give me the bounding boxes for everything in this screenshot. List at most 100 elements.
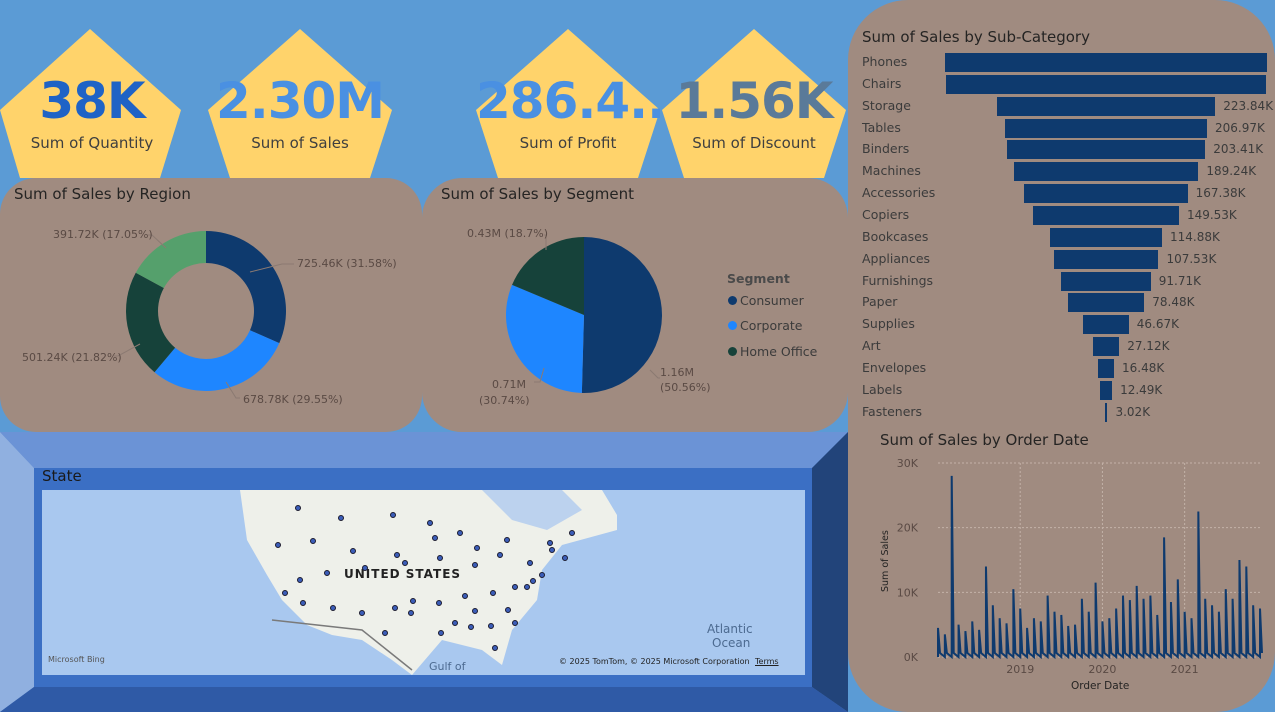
- state-marker[interactable]: [282, 590, 288, 596]
- state-marker[interactable]: [410, 598, 416, 604]
- state-marker[interactable]: [432, 535, 438, 541]
- state-marker[interactable]: [324, 570, 330, 576]
- state-marker[interactable]: [547, 540, 553, 546]
- state-marker[interactable]: [382, 630, 388, 636]
- leader-line: [225, 381, 240, 399]
- map-terms-link[interactable]: Terms: [755, 657, 779, 666]
- state-marker[interactable]: [359, 610, 365, 616]
- subcategory-bar[interactable]: [1061, 271, 1151, 291]
- state-marker[interactable]: [275, 542, 281, 548]
- region-chart-panel[interactable]: Sum of Sales by Region 725.46K (31.58%) …: [0, 178, 422, 432]
- us-landmass: [240, 490, 617, 675]
- kpi-quantity: 38K Sum of Quantity: [0, 28, 184, 178]
- legend-dot: [728, 296, 737, 305]
- subcategory-bar[interactable]: [1097, 358, 1115, 378]
- subcategory-bar[interactable]: [1067, 293, 1145, 313]
- state-marker[interactable]: [524, 584, 530, 590]
- state-marker[interactable]: [350, 548, 356, 554]
- subcategory-bar[interactable]: [1099, 380, 1113, 400]
- category-label: Appliances: [862, 250, 931, 266]
- state-marker[interactable]: [394, 552, 400, 558]
- state-marker[interactable]: [512, 620, 518, 626]
- data-label: 149.53K: [1186, 207, 1237, 222]
- state-marker[interactable]: [472, 562, 478, 568]
- chart-title: Sum of Sales by Region: [14, 185, 191, 203]
- state-marker[interactable]: [452, 620, 458, 626]
- category-label: Fasteners: [862, 403, 923, 419]
- state-marker[interactable]: [427, 520, 433, 526]
- y-tick-label: 10K: [897, 586, 919, 599]
- subcategory-bar[interactable]: [945, 74, 1267, 94]
- state-marker[interactable]: [497, 552, 503, 558]
- region-slice-3[interactable]: [135, 231, 206, 289]
- segment-slice-2[interactable]: [512, 237, 584, 315]
- category-label: Phones: [862, 54, 908, 69]
- kpi-discount: 1.56K Sum of Discount: [662, 28, 846, 178]
- state-marker[interactable]: [295, 505, 301, 511]
- region-slice-0[interactable]: [206, 231, 287, 344]
- state-marker[interactable]: [530, 578, 536, 584]
- state-marker[interactable]: [490, 590, 496, 596]
- legend-item-home-office[interactable]: Home Office: [728, 344, 817, 359]
- data-label: 46.67K: [1136, 317, 1179, 332]
- subcategory-bar[interactable]: [1005, 118, 1207, 138]
- state-marker[interactable]: [474, 545, 480, 551]
- segment-slice-1[interactable]: [506, 284, 584, 393]
- state-marker[interactable]: [457, 530, 463, 536]
- state-marker[interactable]: [492, 645, 498, 651]
- subcategory-bar[interactable]: [1092, 337, 1120, 357]
- state-marker[interactable]: [488, 623, 494, 629]
- state-marker[interactable]: [549, 547, 555, 553]
- category-label: Paper: [862, 294, 898, 310]
- subcategory-bar[interactable]: [1053, 249, 1159, 269]
- state-marker[interactable]: [569, 530, 575, 536]
- y-tick-label: 30K: [897, 457, 919, 470]
- state-marker[interactable]: [527, 560, 533, 566]
- data-label: 3.02K: [1115, 404, 1151, 419]
- region-slice-1[interactable]: [154, 330, 280, 391]
- kpi-label: Sum of Profit: [519, 134, 617, 152]
- data-label: 114.88K: [1170, 229, 1220, 244]
- legend-item-corporate[interactable]: Corporate: [728, 318, 803, 333]
- subcategory-bar[interactable]: [1049, 227, 1163, 247]
- segment-chart-panel[interactable]: Sum of Sales by Segment 1.16M (50.56%) 0…: [422, 178, 848, 432]
- kpi-value: 286.4...: [476, 72, 660, 130]
- state-marker[interactable]: [390, 512, 396, 518]
- state-marker[interactable]: [504, 537, 510, 543]
- subcategory-bar[interactable]: [1083, 315, 1129, 335]
- state-marker[interactable]: [338, 515, 344, 521]
- state-marker[interactable]: [408, 610, 414, 616]
- subcategory-bar[interactable]: [1013, 162, 1199, 182]
- slice-label: 0.71M: [492, 378, 526, 391]
- state-marker[interactable]: [310, 538, 316, 544]
- map-title: State: [42, 467, 82, 485]
- state-marker[interactable]: [562, 555, 568, 561]
- state-marker[interactable]: [436, 600, 442, 606]
- region-slice-2[interactable]: [126, 272, 176, 373]
- state-marker[interactable]: [300, 600, 306, 606]
- state-marker[interactable]: [392, 605, 398, 611]
- legend-item-consumer[interactable]: Consumer: [728, 293, 804, 308]
- subcategory-bar[interactable]: [1104, 402, 1108, 422]
- subcategory-bar[interactable]: [1006, 140, 1206, 160]
- map-gulf-label: Gulf of: [429, 660, 466, 673]
- state-marker[interactable]: [362, 565, 368, 571]
- state-marker[interactable]: [297, 577, 303, 583]
- state-marker[interactable]: [505, 607, 511, 613]
- map-view[interactable]: UNITED STATES Atlantic Ocean Gulf of Mic…: [42, 490, 805, 675]
- order-date-line-chart[interactable]: 30K 20K 10K 0K 2019 2020 2021 Sum of Sales Ord…: [848, 432, 1275, 712]
- segment-slice-0[interactable]: [581, 237, 662, 393]
- state-marker[interactable]: [472, 608, 478, 614]
- state-marker[interactable]: [402, 560, 408, 566]
- subcategory-bar[interactable]: [996, 96, 1216, 116]
- subcategory-bar[interactable]: [945, 53, 1267, 72]
- subcategory-bar[interactable]: [1024, 184, 1188, 204]
- state-marker[interactable]: [437, 555, 443, 561]
- state-marker[interactable]: [462, 593, 468, 599]
- state-marker[interactable]: [512, 584, 518, 590]
- state-marker[interactable]: [468, 624, 474, 630]
- state-marker[interactable]: [330, 605, 336, 611]
- subcategory-bar[interactable]: [1033, 205, 1179, 225]
- state-marker[interactable]: [438, 630, 444, 636]
- state-marker[interactable]: [539, 572, 545, 578]
